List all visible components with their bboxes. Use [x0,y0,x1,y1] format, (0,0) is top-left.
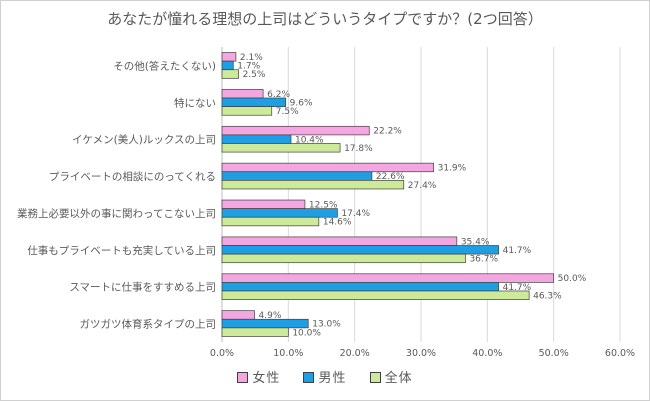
data-label-female-5: 35.4% [461,237,490,247]
x-tick-label-10: 10.0% [273,348,303,359]
category-label-6: スマートに仕事をすすめる上司 [69,281,216,294]
data-label-female-2: 22.2% [373,127,402,137]
bar-total-6 [221,290,530,300]
legend-item-male: 男性 [303,367,346,386]
bar-male-5 [221,245,499,255]
bar-male-2 [221,134,292,144]
bar-male-0 [221,60,234,71]
category-label-1: 特にない [174,97,216,109]
category-label-3: プライベートの相談にのってくれる [49,170,216,183]
category-label-4: 業務上必要以外の事に関わってこない上司 [17,207,216,220]
legend-label-male: 男性 [318,371,347,386]
x-tick-label-20: 20.0% [340,348,370,359]
x-tick-label-40: 40.0% [472,348,502,359]
category-label-7: ガツガツ体育系タイプの上司 [80,318,217,331]
bar-female-4 [221,199,306,209]
x-tick-label-30: 30.0% [406,348,436,359]
category-label-2: イケメン(美人)ルックスの上司 [72,133,216,146]
bar-female-2 [221,125,370,136]
bar-female-6 [221,273,555,283]
data-label-male-4: 17.4% [341,209,370,219]
bar-total-5 [221,253,466,264]
bar-total-4 [221,216,320,227]
data-label-male-0: 1.7% [237,62,260,72]
data-label-male-6: 41.7% [503,283,532,293]
legend-swatch-female [237,372,249,383]
data-label-male-5: 41.7% [503,246,532,256]
legend-label-female: 女性 [252,371,281,386]
legend-swatch-male [303,372,315,383]
legend-item-female: 女性 [237,367,280,386]
bar-total-3 [221,180,405,190]
chart-title: あなたが憧れる理想の上司はどういうタイプですか？(2つ回答） [107,10,543,28]
data-label-male-1: 9.6% [290,98,313,108]
data-label-male-2: 10.4% [295,135,324,145]
bar-female-1 [221,89,264,99]
bar-female-3 [221,162,434,173]
legend-label-total: 全体 [384,371,413,386]
data-label-female-3: 31.9% [438,164,467,174]
bar-male-4 [221,208,338,218]
bar-total-1 [221,106,273,116]
legend-item-total: 全体 [369,367,413,386]
bar-female-7 [221,310,255,320]
x-tick-label-50: 50.0% [539,348,569,359]
x-tick-label-0: 0.0% [210,348,234,359]
category-label-5: 仕事もプライベートも充実している上司 [27,244,216,257]
bar-male-6 [221,282,499,292]
data-label-total-7: 10.0% [292,328,321,338]
data-label-female-6: 50.0% [558,274,587,284]
data-label-total-6: 46.3% [533,291,562,301]
data-label-male-7: 13.0% [312,320,341,330]
data-label-total-2: 17.8% [344,144,373,154]
bar-total-2 [221,143,341,153]
data-label-total-1: 7.5% [276,107,299,117]
data-label-female-4: 12.5% [309,200,338,210]
legend: 女性 男性 全体 [0,367,650,386]
bar-female-5 [221,236,458,246]
data-label-total-0: 2.5% [243,70,266,80]
bar-female-0 [221,52,237,62]
data-label-total-3: 27.4% [408,181,437,191]
data-label-total-4: 14.6% [323,218,352,228]
data-label-male-3: 22.6% [376,172,405,182]
bar-total-0 [221,69,239,79]
x-tick-label-60: 60.0% [605,348,635,359]
data-label-female-1: 6.2% [267,90,290,100]
category-label-0: その他(答えたくない) [113,59,216,72]
bar-total-7 [221,327,289,337]
data-label-total-5: 36.7% [469,255,498,265]
data-label-female-0: 2.1% [240,53,263,63]
bar-male-1 [221,97,287,107]
data-label-female-7: 4.9% [259,311,282,321]
bar-male-3 [221,171,373,181]
legend-swatch-total [369,372,381,383]
bar-male-7 [221,318,309,329]
